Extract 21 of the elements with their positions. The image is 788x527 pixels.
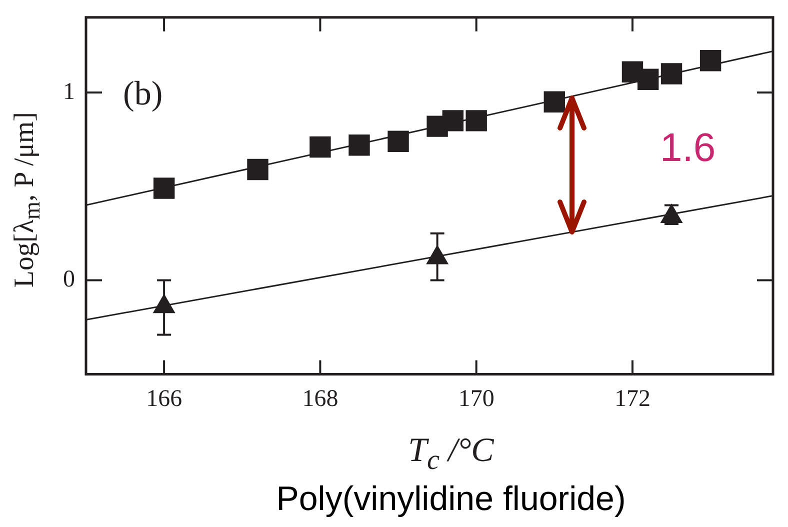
- point: [247, 158, 268, 180]
- x-axis-title: T$_{c}$ /°C: [407, 432, 495, 477]
- point: [388, 130, 409, 152]
- annotation: 1.6: [660, 126, 716, 170]
- point: [637, 68, 659, 90]
- point: [348, 134, 370, 156]
- point: [660, 63, 682, 84]
- point: [466, 110, 487, 132]
- point: [153, 178, 175, 199]
- x-tick-label: 168: [302, 386, 338, 412]
- x-tick-label: 172: [614, 386, 650, 412]
- x-tick-label: 166: [146, 386, 182, 412]
- point: [700, 50, 722, 72]
- x-tick-label: 170: [458, 386, 494, 412]
- text: Poly(vinylidine fluoride): [275, 480, 627, 519]
- point: [310, 136, 331, 158]
- point: [544, 91, 566, 113]
- point: [442, 110, 464, 132]
- y-tick-label: 0: [63, 266, 75, 293]
- annotation: (b): [123, 75, 163, 112]
- y-tick-label: 1: [63, 78, 75, 105]
